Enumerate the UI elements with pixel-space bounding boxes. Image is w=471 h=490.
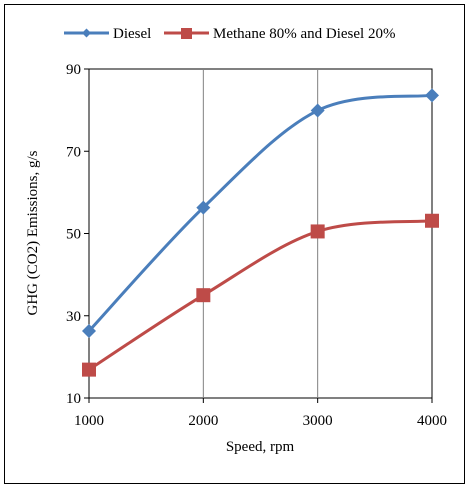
point-methane-3 bbox=[425, 213, 439, 228]
chart-frame bbox=[4, 4, 465, 484]
x-axis-ticks: 1000 2000 3000 4000 bbox=[74, 398, 447, 429]
legend-label-methane: Methane 80% and Diesel 20% bbox=[213, 26, 395, 42]
legend-marker-diesel bbox=[82, 28, 91, 38]
point-diesel-1 bbox=[196, 200, 211, 215]
legend-entry-diesel: Diesel bbox=[64, 26, 151, 42]
x-axis-title: Speed, rpm bbox=[226, 439, 295, 455]
point-methane-2 bbox=[310, 224, 325, 239]
point-diesel-3 bbox=[425, 88, 439, 103]
series-group bbox=[82, 88, 439, 377]
y-tick-label-1: 30 bbox=[66, 309, 81, 325]
x-tick-label-3: 4000 bbox=[417, 413, 447, 429]
series-line-diesel bbox=[87, 93, 433, 332]
point-methane-1 bbox=[196, 288, 211, 303]
y-axis-ticks: 10 30 50 70 90 bbox=[66, 62, 89, 407]
point-diesel-2 bbox=[310, 103, 325, 118]
y-tick-label-0: 10 bbox=[66, 391, 81, 407]
x-tick-label-1: 2000 bbox=[188, 413, 218, 429]
y-tick-label-4: 90 bbox=[66, 62, 81, 78]
plot-area bbox=[88, 68, 433, 399]
legend-entry-methane: Methane 80% and Diesel 20% bbox=[164, 26, 395, 42]
series-line-methane bbox=[88, 219, 433, 371]
x-tick-label-0: 1000 bbox=[74, 413, 104, 429]
point-methane-0 bbox=[82, 362, 96, 377]
y-axis-title: GHG (CO2) Emissions, g/s bbox=[25, 150, 41, 315]
legend: Diesel Methane 80% and Diesel 20% bbox=[64, 26, 395, 42]
point-diesel-0 bbox=[82, 323, 96, 338]
x-tick-label-2: 3000 bbox=[303, 413, 333, 429]
grid-lines bbox=[202, 69, 319, 398]
legend-label-diesel: Diesel bbox=[113, 26, 151, 42]
y-tick-label-3: 70 bbox=[66, 144, 81, 160]
y-tick-label-2: 50 bbox=[66, 227, 81, 243]
legend-marker-methane bbox=[181, 28, 192, 39]
